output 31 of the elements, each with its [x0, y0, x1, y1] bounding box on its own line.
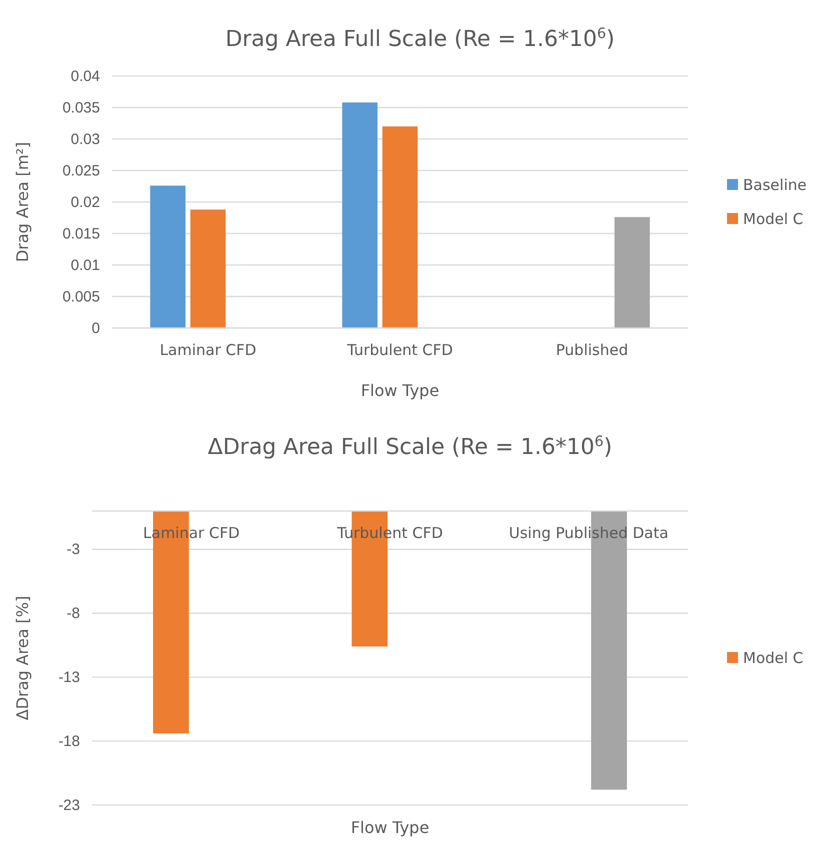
bar	[190, 210, 226, 328]
y-tick-label: 0.04	[70, 68, 100, 85]
y-tick-label: 0	[92, 320, 100, 337]
y-tick-label: -8	[66, 605, 80, 622]
chart-title: ΔDrag Area Full Scale (Re = 1.6*10$^{6}$)	[208, 434, 612, 460]
chart-title: Drag Area Full Scale (Re = 1.6*10$^{6}$)	[225, 26, 615, 52]
x-tick-label: Published	[556, 341, 628, 359]
y-tick-label: 0.02	[70, 194, 100, 211]
bar	[382, 126, 418, 328]
y-tick-label: 0.01	[70, 256, 100, 274]
y-tick-label: 0.03	[70, 130, 100, 148]
legend-label: Baseline	[743, 176, 807, 194]
x-axis-title: Flow Type	[360, 381, 440, 400]
y-axis-title: Drag Area [m²]	[13, 142, 32, 262]
x-tick-label: Turbulent CFD	[346, 341, 453, 359]
y-tick-label: 0.015	[62, 225, 100, 242]
y-tick-label: -23	[58, 796, 80, 814]
legend-label: Model C	[743, 210, 804, 228]
y-tick-label: 0.005	[62, 288, 100, 306]
bar	[150, 186, 186, 328]
y-tick-label: -13	[58, 668, 80, 686]
y-tick-label: 0.035	[62, 99, 100, 116]
y-tick-label: -18	[58, 732, 80, 750]
x-tick-label: Laminar CFD	[160, 341, 256, 359]
bar	[614, 217, 650, 328]
y-axis-title: ΔDrag Area [%]	[13, 596, 32, 720]
y-tick-label: -3	[66, 541, 80, 558]
bar	[342, 102, 378, 328]
legend-label: Model C	[743, 649, 804, 667]
y-tick-label: 0.025	[62, 162, 100, 180]
x-axis-title: Flow Type	[350, 818, 430, 837]
